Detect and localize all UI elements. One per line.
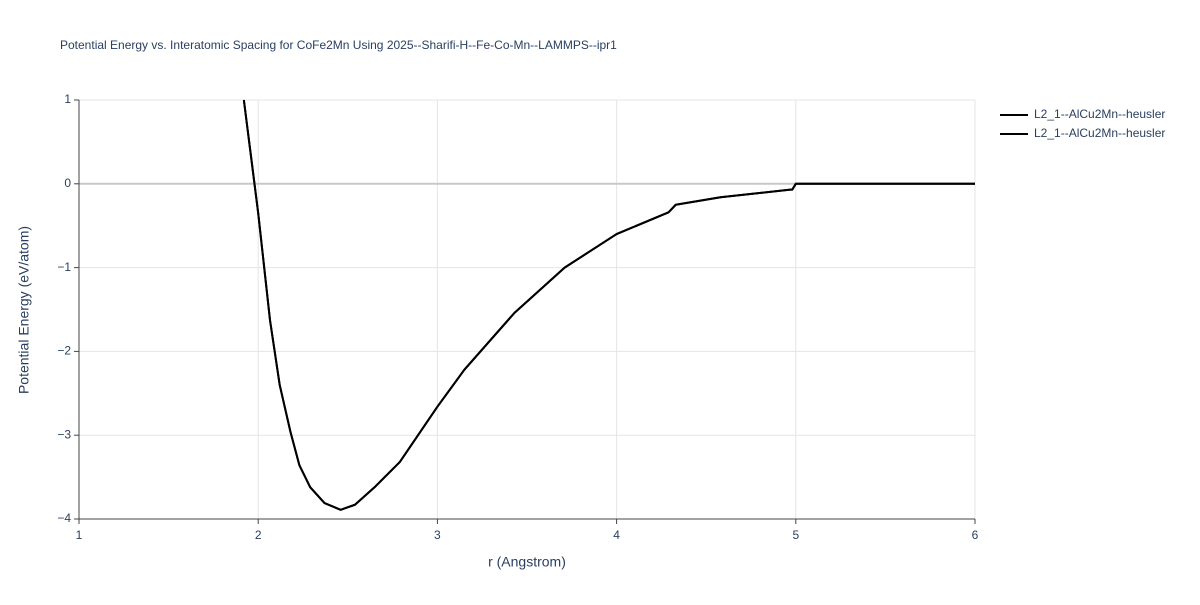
x-tick-label: 3 bbox=[434, 528, 441, 542]
chart-title: Potential Energy vs. Interatomic Spacing… bbox=[60, 38, 617, 52]
legend-label: L2_1--AlCu2Mn--heusler bbox=[1034, 126, 1165, 140]
y-tick-label: 1 bbox=[64, 92, 71, 106]
x-tick-label: 6 bbox=[972, 528, 979, 542]
y-tick-label: −2 bbox=[57, 344, 71, 358]
y-tick-label: −1 bbox=[57, 260, 71, 274]
x-tick-label: 2 bbox=[255, 528, 262, 542]
legend-label: L2_1--AlCu2Mn--heusler bbox=[1034, 107, 1165, 121]
series-line bbox=[242, 99, 975, 511]
y-tick-label: −3 bbox=[57, 427, 71, 441]
x-tick-label: 5 bbox=[792, 528, 799, 542]
x-tick-label: 1 bbox=[76, 528, 83, 542]
legend: L2_1--AlCu2Mn--heusler L2_1--AlCu2Mn--heu… bbox=[1000, 107, 1165, 140]
series-line bbox=[242, 99, 975, 511]
y-tick-label: 0 bbox=[64, 176, 71, 190]
y-tick-label: −4 bbox=[57, 511, 71, 525]
x-axis-label: r (Angstrom) bbox=[488, 554, 566, 570]
plot bbox=[242, 99, 975, 511]
grid: 1 2 3 4 5 6 −4 −3 −2 −1 0 1 bbox=[57, 92, 978, 542]
x-tick-label: 4 bbox=[613, 528, 620, 542]
y-axis-label: Potential Energy (eV/atom) bbox=[16, 226, 32, 394]
